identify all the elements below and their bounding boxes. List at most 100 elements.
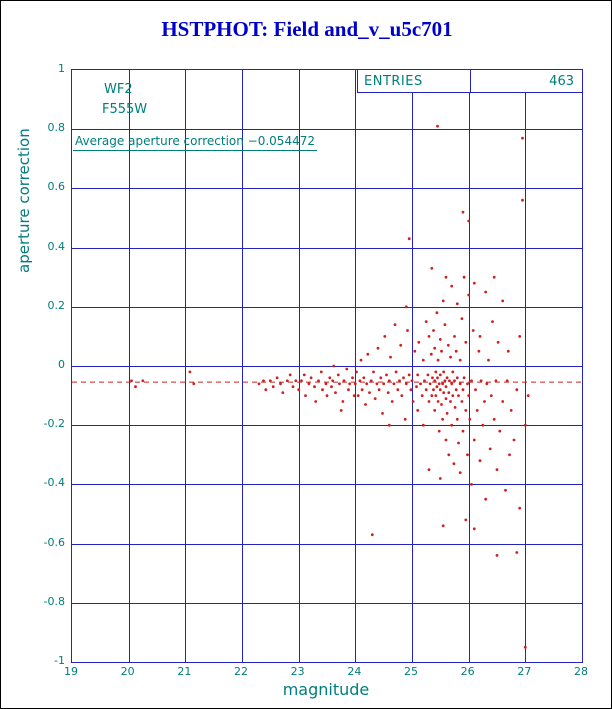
data-point [436,358,440,362]
data-point [472,438,476,442]
data-point [448,379,451,383]
data-point [488,447,492,451]
data-point [515,388,519,392]
data-point [449,400,452,403]
data-point [472,527,476,531]
data-point [492,275,496,279]
data-point [523,645,527,649]
data-point [484,497,488,501]
data-point [291,385,295,389]
data-point [444,438,448,442]
data-point [359,358,363,362]
page-title: HSTPHOT: Field and_v_u5c701 [161,17,453,41]
data-point [443,379,447,383]
data-point [433,379,437,383]
data-point [449,355,452,359]
data-point [317,379,320,383]
data-point [331,379,335,383]
data-point [297,388,301,392]
data-point [455,376,459,380]
data-point [415,385,418,389]
data-point [434,394,438,397]
data-point [438,477,442,480]
data-point [375,382,379,386]
data-point [447,453,451,457]
data-point [192,382,196,386]
data-point [432,388,435,392]
data-point [403,417,407,421]
data-point [407,237,411,241]
data-point [437,382,441,386]
data-point [436,400,440,403]
data-point [470,379,473,383]
data-point [464,518,468,522]
data-point [288,373,292,377]
data-point [365,382,369,386]
data-point [319,370,323,374]
data-point [508,453,511,457]
data-point [429,352,433,356]
y-tick-label: 1 [58,62,65,75]
data-point [453,335,456,338]
data-point [417,340,421,344]
data-point [372,370,375,374]
data-point [478,459,482,463]
data-point [462,275,466,279]
data-point [462,376,466,380]
data-point [460,317,464,320]
data-point [505,379,509,383]
data-point [436,124,439,128]
data-point [409,388,413,392]
data-point [382,382,386,386]
y-tick-label: -0.6 [43,535,65,549]
data-point [515,551,519,554]
data-point [353,382,357,386]
data-point [509,409,513,412]
data-point [369,379,373,383]
data-point [431,376,434,380]
data-point [352,394,356,397]
data-point [304,394,307,397]
data-point [468,417,472,421]
data-point [398,379,401,383]
x-tick-label: 26 [460,665,475,678]
data-point [432,329,435,332]
data-point [498,429,502,433]
data-point [435,385,439,389]
data-point [433,346,437,350]
data-point [478,335,482,338]
data-point [495,468,499,471]
x-tick-label: 21 [177,665,192,678]
filter-label: F555W [102,102,148,117]
data-point [262,379,265,383]
data-point [130,379,133,383]
data-point [460,400,464,403]
data-point [141,379,145,383]
data-point [424,388,428,392]
data-point [294,379,298,383]
data-point [455,302,459,306]
data-point [348,382,352,386]
data-point [324,382,328,386]
data-point [376,346,380,350]
data-point [442,370,446,374]
data-point [386,391,390,394]
data-point [438,338,442,341]
data-point [410,379,414,383]
data-point [453,406,457,409]
data-point [257,382,261,386]
data-point [435,311,439,315]
data-point [461,388,465,392]
data-point [451,370,455,374]
scatter-plot [72,70,582,662]
x-tick-label: 22 [234,665,248,678]
data-point [466,453,469,457]
data-point [351,376,354,380]
data-point [364,403,367,406]
entries-value: 463 [470,70,582,92]
data-point [464,340,468,344]
x-tick-label: 20 [120,665,135,678]
data-point [441,524,445,528]
data-point [452,462,456,466]
